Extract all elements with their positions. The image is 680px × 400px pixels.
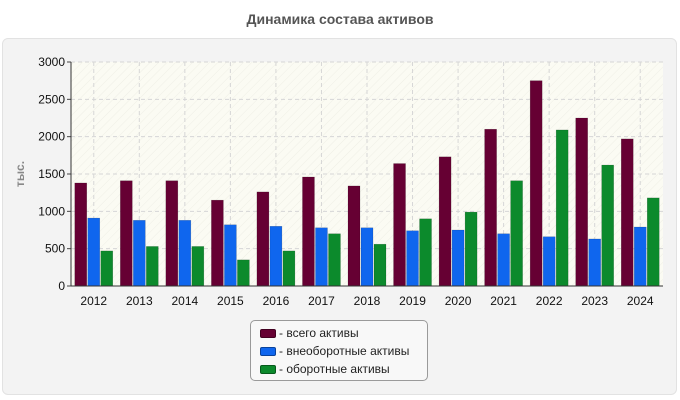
legend-item-total-assets: - всего активы [260,324,427,342]
x-tick-label: 2023 [581,294,608,308]
bar-series-1-2015 [224,224,237,287]
bar-series-0-2020 [438,156,452,287]
bar-series-0-2021 [484,128,497,287]
legend-label-current-assets: - оборотные активы [279,362,390,376]
y-tick-label: 1000 [38,204,65,218]
bar-series-2-2016 [282,250,296,287]
bar-series-2-2013 [146,246,159,287]
bar-series-2-2018 [373,243,387,287]
legend-item-current-assets: - оборотные активы [260,360,427,378]
bar-series-0-2015 [211,199,224,287]
bar-series-1-2016 [269,226,283,287]
x-tick-label: 2022 [536,294,563,308]
bar-series-0-2012 [74,182,88,287]
x-tick-label: 2024 [627,294,654,308]
x-tick-label: 2012 [80,294,107,308]
y-tick-label: 2500 [38,92,65,106]
bar-series-2-2014 [191,246,205,287]
x-tick-label: 2013 [126,294,153,308]
bar-series-0-2022 [529,80,543,287]
bar-series-0-2016 [256,191,270,287]
x-tick-label: 2015 [217,294,244,308]
bar-series-0-2014 [165,180,179,287]
legend-item-noncurrent-assets: - внеоборотные активы [260,342,427,360]
bar-series-1-2022 [542,236,556,287]
bar-series-2-2021 [510,180,523,287]
bar-series-0-2017 [302,176,315,287]
y-axis-label: тыс. [13,161,27,187]
x-tick-label: 2017 [308,294,335,308]
bar-series-2-2020 [464,211,478,287]
bar-series-0-2023 [575,117,588,287]
bar-series-2-2015 [237,259,250,287]
legend: - всего активы - внеоборотные активы - о… [250,320,428,381]
bar-series-0-2018 [347,185,361,287]
x-tick-label: 2018 [354,294,381,308]
bar-series-1-2017 [315,227,328,287]
bar-series-2-2017 [328,233,341,287]
legend-swatch-total-assets [260,328,276,338]
bar-series-2-2023 [601,164,614,287]
bar-series-0-2024 [620,138,634,287]
y-tick-label: 0 [58,279,65,293]
bar-series-0-2019 [393,163,406,287]
bar-series-2-2019 [419,218,432,287]
chart-title: Динамика состава активов [246,11,434,27]
bar-series-2-2024 [646,197,660,287]
y-tick-label: 500 [45,242,65,256]
bar-series-1-2024 [633,226,647,287]
legend-swatch-current-assets [260,364,276,374]
bar-series-2-2012 [100,250,114,287]
x-tick-label: 2020 [445,294,472,308]
x-tick-label: 2014 [171,294,198,308]
bar-series-1-2021 [497,233,510,287]
legend-label-total-assets: - всего активы [279,326,359,340]
bar-series-1-2023 [588,238,601,287]
bar-series-0-2013 [120,180,133,287]
bar-series-1-2020 [451,229,465,287]
bar-series-1-2012 [87,217,101,287]
y-tick-label: 3000 [38,55,65,69]
legend-label-noncurrent-assets: - внеоборотные активы [279,344,410,358]
x-tick-label: 2019 [399,294,426,308]
y-tick-label: 2000 [38,130,65,144]
bar-series-2-2022 [555,129,569,287]
bar-series-1-2014 [178,220,192,287]
bar-series-1-2019 [406,230,419,287]
bar-series-1-2013 [133,220,146,287]
legend-swatch-noncurrent-assets [260,346,276,356]
x-tick-label: 2021 [490,294,517,308]
y-tick-label: 1500 [38,167,65,181]
bar-series-1-2018 [360,227,374,287]
x-tick-label: 2016 [263,294,290,308]
